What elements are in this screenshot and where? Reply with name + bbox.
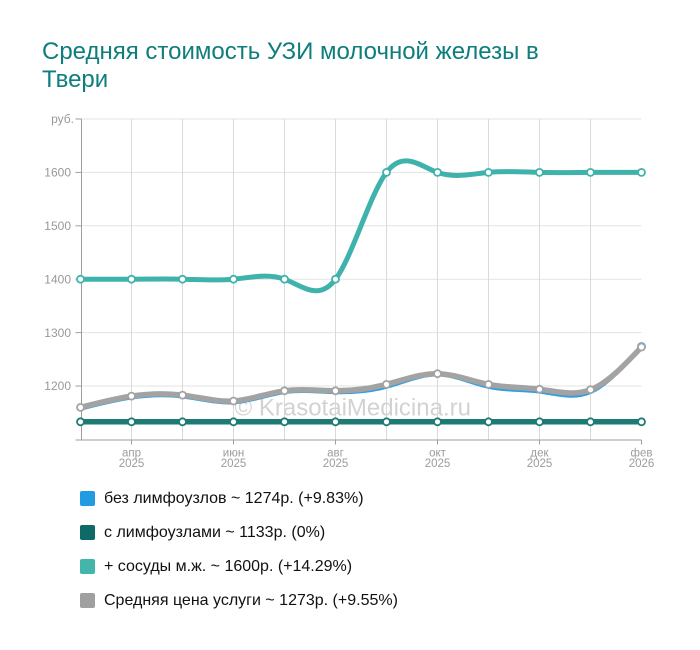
svg-text:1600: 1600 <box>44 166 71 180</box>
svg-text:2025: 2025 <box>527 458 553 470</box>
svg-text:1400: 1400 <box>44 272 71 286</box>
svg-text:июн: июн <box>223 447 244 459</box>
svg-text:1500: 1500 <box>44 219 71 233</box>
svg-text:2025: 2025 <box>221 458 247 470</box>
svg-text:2025: 2025 <box>323 458 349 470</box>
svg-text:фев: фев <box>631 447 653 459</box>
svg-text:1200: 1200 <box>44 379 71 393</box>
svg-text:2025: 2025 <box>119 458 145 470</box>
svg-text:окт: окт <box>429 447 447 459</box>
svg-text:2026: 2026 <box>629 458 655 470</box>
svg-text:© KrasotaiMedicina.ru: © KrasotaiMedicina.ru <box>235 395 471 422</box>
svg-text:апр: апр <box>122 447 141 459</box>
svg-text:2025: 2025 <box>425 458 451 470</box>
svg-text:дек: дек <box>530 447 549 459</box>
svg-text:авг: авг <box>327 447 344 459</box>
svg-text:1300: 1300 <box>44 326 71 340</box>
svg-text:руб.: руб. <box>51 112 74 126</box>
